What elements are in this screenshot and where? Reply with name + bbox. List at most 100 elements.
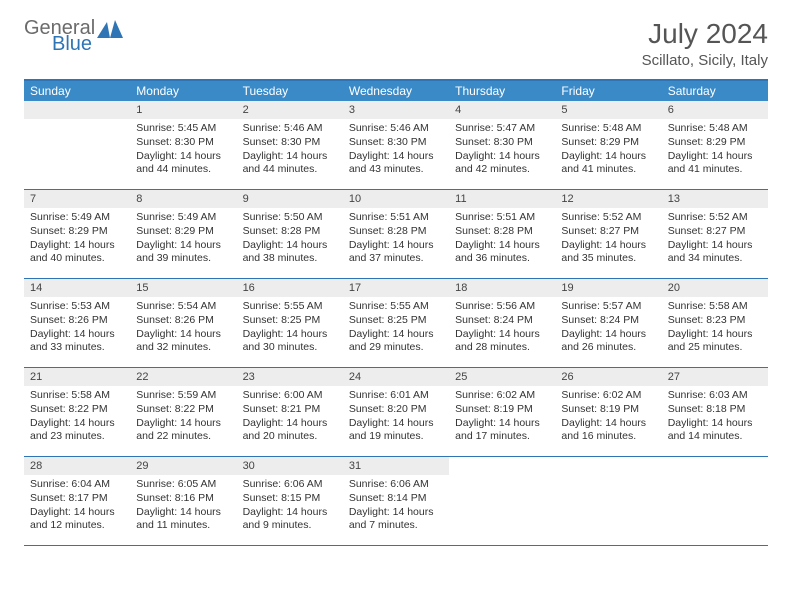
day-body: Sunrise: 6:03 AMSunset: 8:18 PMDaylight:… bbox=[662, 386, 768, 450]
sunrise-text: Sunrise: 5:57 AM bbox=[561, 300, 655, 314]
sunset-text: Sunset: 8:30 PM bbox=[349, 136, 443, 150]
day-cell: 7Sunrise: 5:49 AMSunset: 8:29 PMDaylight… bbox=[24, 190, 130, 278]
sunset-text: Sunset: 8:16 PM bbox=[136, 492, 230, 506]
sunset-text: Sunset: 8:19 PM bbox=[455, 403, 549, 417]
day-body: Sunrise: 5:45 AMSunset: 8:30 PMDaylight:… bbox=[130, 119, 236, 183]
day-number: 8 bbox=[130, 190, 236, 208]
day-cell: 18Sunrise: 5:56 AMSunset: 8:24 PMDayligh… bbox=[449, 279, 555, 367]
day-body: Sunrise: 5:51 AMSunset: 8:28 PMDaylight:… bbox=[343, 208, 449, 272]
daylight-text: Daylight: 14 hours and 11 minutes. bbox=[136, 506, 230, 533]
sunrise-text: Sunrise: 5:58 AM bbox=[668, 300, 762, 314]
sunset-text: Sunset: 8:30 PM bbox=[136, 136, 230, 150]
day-cell: 16Sunrise: 5:55 AMSunset: 8:25 PMDayligh… bbox=[237, 279, 343, 367]
day-number: 5 bbox=[555, 101, 661, 119]
day-body: Sunrise: 6:02 AMSunset: 8:19 PMDaylight:… bbox=[555, 386, 661, 450]
sunset-text: Sunset: 8:28 PM bbox=[349, 225, 443, 239]
sunset-text: Sunset: 8:28 PM bbox=[455, 225, 549, 239]
day-number: 15 bbox=[130, 279, 236, 297]
day-number: 4 bbox=[449, 101, 555, 119]
day-body: Sunrise: 5:56 AMSunset: 8:24 PMDaylight:… bbox=[449, 297, 555, 361]
daylight-text: Daylight: 14 hours and 42 minutes. bbox=[455, 150, 549, 177]
sunrise-text: Sunrise: 5:52 AM bbox=[561, 211, 655, 225]
day-body: Sunrise: 6:01 AMSunset: 8:20 PMDaylight:… bbox=[343, 386, 449, 450]
day-header-monday: Monday bbox=[130, 81, 236, 101]
sunset-text: Sunset: 8:29 PM bbox=[561, 136, 655, 150]
daylight-text: Daylight: 14 hours and 26 minutes. bbox=[561, 328, 655, 355]
day-header-row: SundayMondayTuesdayWednesdayThursdayFrid… bbox=[24, 81, 768, 101]
sunset-text: Sunset: 8:23 PM bbox=[668, 314, 762, 328]
day-cell: 20Sunrise: 5:58 AMSunset: 8:23 PMDayligh… bbox=[662, 279, 768, 367]
sunset-text: Sunset: 8:30 PM bbox=[455, 136, 549, 150]
day-cell: 24Sunrise: 6:01 AMSunset: 8:20 PMDayligh… bbox=[343, 368, 449, 456]
day-body: Sunrise: 5:57 AMSunset: 8:24 PMDaylight:… bbox=[555, 297, 661, 361]
day-body: Sunrise: 5:59 AMSunset: 8:22 PMDaylight:… bbox=[130, 386, 236, 450]
day-cell: 5Sunrise: 5:48 AMSunset: 8:29 PMDaylight… bbox=[555, 101, 661, 189]
day-body: Sunrise: 5:46 AMSunset: 8:30 PMDaylight:… bbox=[343, 119, 449, 183]
daylight-text: Daylight: 14 hours and 30 minutes. bbox=[243, 328, 337, 355]
day-number: 27 bbox=[662, 368, 768, 386]
day-body: Sunrise: 5:55 AMSunset: 8:25 PMDaylight:… bbox=[237, 297, 343, 361]
day-cell: 6Sunrise: 5:48 AMSunset: 8:29 PMDaylight… bbox=[662, 101, 768, 189]
sunrise-text: Sunrise: 5:48 AM bbox=[668, 122, 762, 136]
sunrise-text: Sunrise: 5:56 AM bbox=[455, 300, 549, 314]
daylight-text: Daylight: 14 hours and 33 minutes. bbox=[30, 328, 124, 355]
sunrise-text: Sunrise: 5:49 AM bbox=[136, 211, 230, 225]
page-title: July 2024 bbox=[642, 18, 768, 50]
day-body: Sunrise: 5:50 AMSunset: 8:28 PMDaylight:… bbox=[237, 208, 343, 272]
day-number: 10 bbox=[343, 190, 449, 208]
day-number: 30 bbox=[237, 457, 343, 475]
day-body: Sunrise: 5:58 AMSunset: 8:22 PMDaylight:… bbox=[24, 386, 130, 450]
sunrise-text: Sunrise: 5:53 AM bbox=[30, 300, 124, 314]
day-header-friday: Friday bbox=[555, 81, 661, 101]
header-row: GeneralBlue July 2024 Scillato, Sicily, … bbox=[24, 18, 768, 69]
day-number: 28 bbox=[24, 457, 130, 475]
sunset-text: Sunset: 8:27 PM bbox=[561, 225, 655, 239]
day-header-wednesday: Wednesday bbox=[343, 81, 449, 101]
day-cell: 12Sunrise: 5:52 AMSunset: 8:27 PMDayligh… bbox=[555, 190, 661, 278]
day-number: 20 bbox=[662, 279, 768, 297]
day-number: 12 bbox=[555, 190, 661, 208]
day-cell: 15Sunrise: 5:54 AMSunset: 8:26 PMDayligh… bbox=[130, 279, 236, 367]
sunset-text: Sunset: 8:21 PM bbox=[243, 403, 337, 417]
sunrise-text: Sunrise: 5:58 AM bbox=[30, 389, 124, 403]
daylight-text: Daylight: 14 hours and 20 minutes. bbox=[243, 417, 337, 444]
sunrise-text: Sunrise: 5:49 AM bbox=[30, 211, 124, 225]
week-row: 21Sunrise: 5:58 AMSunset: 8:22 PMDayligh… bbox=[24, 368, 768, 457]
daylight-text: Daylight: 14 hours and 28 minutes. bbox=[455, 328, 549, 355]
sunset-text: Sunset: 8:14 PM bbox=[349, 492, 443, 506]
day-cell: 29 Sunrise: 6:05 AMSunset: 8:16 PMDayligh… bbox=[130, 457, 236, 545]
day-header-thursday: Thursday bbox=[449, 81, 555, 101]
daylight-text: Daylight: 14 hours and 16 minutes. bbox=[561, 417, 655, 444]
day-header-tuesday: Tuesday bbox=[237, 81, 343, 101]
sunrise-text: Sunrise: 6:05 AM bbox=[136, 478, 230, 492]
daylight-text: Daylight: 14 hours and 39 minutes. bbox=[136, 239, 230, 266]
daylight-text: Daylight: 14 hours and 17 minutes. bbox=[455, 417, 549, 444]
daylight-text: Daylight: 14 hours and 44 minutes. bbox=[136, 150, 230, 177]
sunset-text: Sunset: 8:29 PM bbox=[668, 136, 762, 150]
day-body: Sunrise: 6:02 AMSunset: 8:19 PMDaylight:… bbox=[449, 386, 555, 450]
empty-cell bbox=[662, 457, 768, 545]
daylight-text: Daylight: 14 hours and 44 minutes. bbox=[243, 150, 337, 177]
day-number: 16 bbox=[237, 279, 343, 297]
sunrise-text: Sunrise: 6:03 AM bbox=[668, 389, 762, 403]
day-body: Sunrise: 5:52 AMSunset: 8:27 PMDaylight:… bbox=[555, 208, 661, 272]
sunset-text: Sunset: 8:18 PM bbox=[668, 403, 762, 417]
day-number: 7 bbox=[24, 190, 130, 208]
day-cell: 27Sunrise: 6:03 AMSunset: 8:18 PMDayligh… bbox=[662, 368, 768, 456]
daylight-text: Daylight: 14 hours and 40 minutes. bbox=[30, 239, 124, 266]
daylight-text: Daylight: 14 hours and 22 minutes. bbox=[136, 417, 230, 444]
day-number: 3 bbox=[343, 101, 449, 119]
sunset-text: Sunset: 8:27 PM bbox=[668, 225, 762, 239]
week-row: 1Sunrise: 5:45 AMSunset: 8:30 PMDaylight… bbox=[24, 101, 768, 190]
day-number: 29 bbox=[130, 457, 236, 475]
daylight-text: Daylight: 14 hours and 38 minutes. bbox=[243, 239, 337, 266]
daylight-text: Daylight: 14 hours and 36 minutes. bbox=[455, 239, 549, 266]
sunrise-text: Sunrise: 5:48 AM bbox=[561, 122, 655, 136]
day-body: Sunrise: 5:47 AMSunset: 8:30 PMDaylight:… bbox=[449, 119, 555, 183]
day-body: Sunrise: 6:06 AMSunset: 8:14 PMDaylight:… bbox=[343, 475, 449, 539]
empty-cell bbox=[24, 101, 130, 189]
day-number: 19 bbox=[555, 279, 661, 297]
day-body: Sunrise: 5:55 AMSunset: 8:25 PMDaylight:… bbox=[343, 297, 449, 361]
daylight-text: Daylight: 14 hours and 19 minutes. bbox=[349, 417, 443, 444]
logo-text-blue: Blue bbox=[52, 34, 123, 54]
